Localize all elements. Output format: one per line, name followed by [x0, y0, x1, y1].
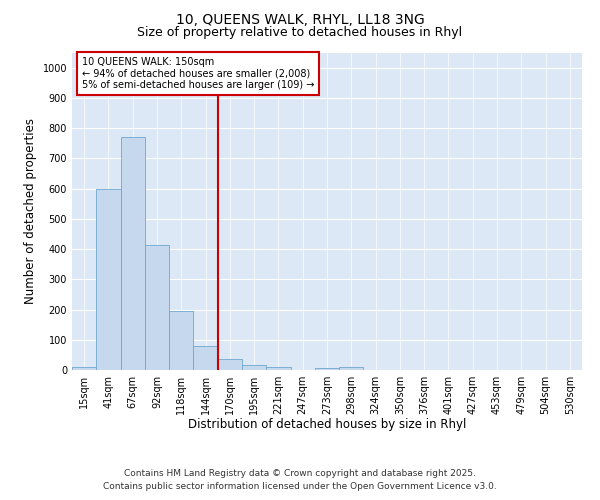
Bar: [242, 366, 266, 370]
Bar: [339, 367, 364, 370]
Bar: [193, 346, 218, 370]
Y-axis label: Number of detached properties: Number of detached properties: [24, 118, 37, 304]
Bar: [218, 360, 242, 370]
Bar: [266, 367, 290, 370]
Text: 10, QUEENS WALK, RHYL, LL18 3NG: 10, QUEENS WALK, RHYL, LL18 3NG: [176, 12, 424, 26]
Bar: [145, 244, 169, 370]
Bar: [169, 311, 193, 370]
Text: Size of property relative to detached houses in Rhyl: Size of property relative to detached ho…: [137, 26, 463, 39]
Bar: [121, 137, 145, 370]
Text: 10 QUEENS WALK: 150sqm
← 94% of detached houses are smaller (2,008)
5% of semi-d: 10 QUEENS WALK: 150sqm ← 94% of detached…: [82, 58, 314, 90]
X-axis label: Distribution of detached houses by size in Rhyl: Distribution of detached houses by size …: [188, 418, 466, 432]
Bar: [72, 367, 96, 370]
Bar: [96, 188, 121, 370]
Bar: [315, 368, 339, 370]
Text: Contains HM Land Registry data © Crown copyright and database right 2025.
Contai: Contains HM Land Registry data © Crown c…: [103, 470, 497, 491]
